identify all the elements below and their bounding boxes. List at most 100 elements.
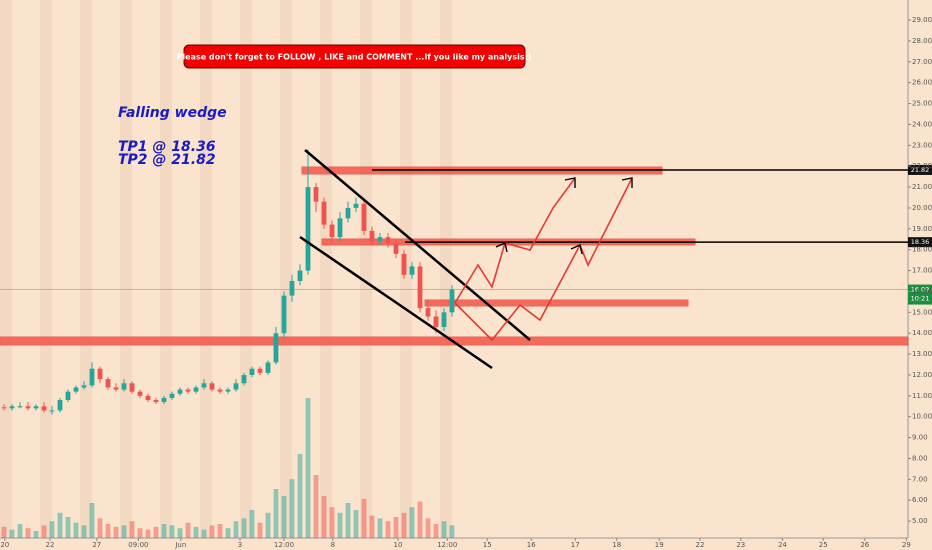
x-tick-label: 17 bbox=[571, 541, 580, 549]
candle-body bbox=[201, 383, 207, 388]
candle-body bbox=[129, 383, 135, 392]
y-tick-label: 7.00 bbox=[912, 475, 928, 483]
volume-bar bbox=[121, 525, 127, 538]
candle-body bbox=[17, 406, 23, 408]
candle-body bbox=[89, 368, 95, 386]
candle-body bbox=[393, 243, 399, 254]
y-tick-label: 9.00 bbox=[912, 434, 928, 442]
x-tick-label: 10 bbox=[394, 541, 403, 549]
y-tick-label: 28.00 bbox=[912, 37, 932, 45]
volume-bar bbox=[393, 517, 399, 538]
candle-body bbox=[369, 230, 375, 242]
volume-bar bbox=[105, 524, 111, 538]
volume-bar bbox=[297, 454, 303, 538]
candle-body bbox=[449, 289, 455, 313]
x-tick-label: 8 bbox=[331, 541, 335, 549]
volume-layer bbox=[1, 398, 455, 538]
volume-bar bbox=[417, 501, 423, 538]
y-tick-label: 25.00 bbox=[912, 100, 932, 108]
volume-bar bbox=[1, 526, 7, 538]
volume-bar bbox=[97, 518, 103, 538]
last-price-badge bbox=[908, 284, 932, 305]
x-tick-label: 22 bbox=[696, 541, 705, 549]
candle-body bbox=[425, 308, 431, 317]
level-label: 21.82 bbox=[911, 166, 930, 174]
candle-body bbox=[49, 410, 55, 412]
x-tick-label: Jun bbox=[174, 541, 186, 549]
y-tick-label: 23.00 bbox=[912, 141, 932, 149]
volume-bar bbox=[209, 525, 215, 538]
candle-body bbox=[97, 368, 103, 380]
volume-bar bbox=[433, 524, 439, 538]
volume-bar bbox=[385, 521, 391, 538]
candle-body bbox=[249, 368, 255, 375]
candle-body bbox=[233, 383, 239, 390]
candle-body bbox=[417, 266, 423, 309]
x-tick-label: 16 bbox=[527, 541, 536, 549]
volume-bar bbox=[137, 528, 143, 538]
candle-body bbox=[73, 387, 79, 392]
volume-bar bbox=[145, 529, 151, 538]
volume-bar bbox=[361, 498, 367, 538]
y-tick-label: 12.00 bbox=[912, 371, 932, 379]
y-tick-label: 17.00 bbox=[912, 267, 932, 275]
y-tick-label: 18.00 bbox=[912, 246, 932, 254]
volume-bar bbox=[153, 526, 159, 538]
candle-body bbox=[1, 407, 7, 409]
x-tick-label: 24 bbox=[778, 541, 787, 549]
volume-bar bbox=[249, 510, 255, 538]
x-tick-label: 12:00 bbox=[274, 541, 294, 549]
candle-body bbox=[33, 406, 39, 409]
candle-body bbox=[257, 368, 263, 373]
level-badge bbox=[908, 237, 932, 248]
candle-body bbox=[161, 397, 167, 403]
y-axis-bg bbox=[908, 0, 932, 550]
candle-body bbox=[337, 218, 343, 238]
level-badge bbox=[908, 164, 932, 175]
y-tick-label: 15.00 bbox=[912, 308, 932, 316]
x-tick-label: 18 bbox=[612, 541, 621, 549]
volume-bar bbox=[257, 522, 263, 538]
y-tick-label: 21.00 bbox=[912, 183, 932, 191]
x-tick-label: 09:00 bbox=[128, 541, 148, 549]
zone bbox=[424, 299, 689, 307]
volume-bar bbox=[193, 526, 199, 538]
candle-body bbox=[289, 281, 295, 296]
y-tick-label: 6.00 bbox=[912, 496, 928, 504]
x-tick-label: 20 bbox=[0, 541, 9, 549]
candle-body bbox=[41, 406, 47, 411]
arrow-heads bbox=[495, 177, 633, 255]
volume-bar bbox=[9, 529, 15, 538]
candle-body bbox=[297, 270, 303, 282]
candle-body bbox=[321, 201, 327, 225]
y-tick-label: 29.00 bbox=[912, 16, 932, 24]
volume-bar bbox=[233, 521, 239, 538]
candle-body bbox=[377, 237, 383, 242]
last-price-time: 10:21 bbox=[911, 295, 930, 303]
volume-bar bbox=[241, 518, 247, 538]
x-tick-label: 15 bbox=[483, 541, 492, 549]
level-label: 18.36 bbox=[911, 238, 930, 246]
y-tick-label: 13.00 bbox=[912, 350, 932, 358]
volume-bar bbox=[177, 528, 183, 538]
x-tick-label: 26 bbox=[860, 541, 869, 549]
candle-body bbox=[385, 237, 391, 244]
candle-body bbox=[81, 385, 87, 388]
volume-bar bbox=[329, 507, 335, 538]
y-tick-label: 8.00 bbox=[912, 454, 928, 462]
volume-bar bbox=[449, 525, 455, 538]
candle-body bbox=[65, 391, 71, 401]
volume-bar bbox=[49, 521, 55, 538]
volume-bar bbox=[89, 503, 95, 538]
last-price-label: 16.09 bbox=[911, 286, 930, 294]
x-tick-label: 29 bbox=[902, 541, 911, 549]
volume-bar bbox=[73, 522, 79, 538]
volume-bar bbox=[425, 518, 431, 538]
y-tick-label: 24.00 bbox=[912, 120, 932, 128]
x-tick-label: 27 bbox=[92, 541, 101, 549]
candle-body bbox=[241, 374, 247, 384]
volume-bar bbox=[369, 515, 375, 538]
